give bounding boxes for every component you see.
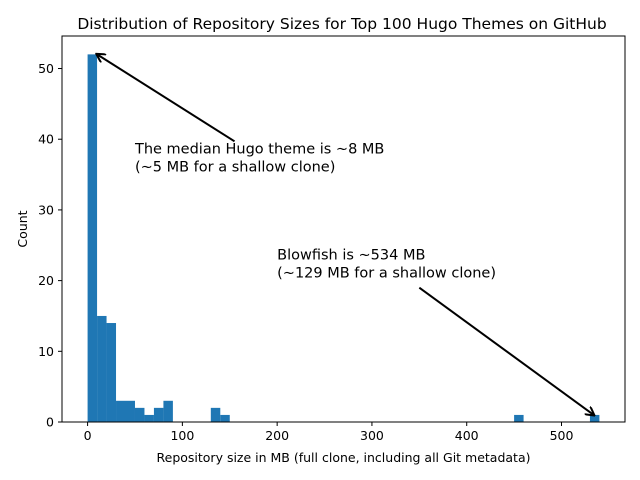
y-axis-ticks: 0 10 20 30 40 50 xyxy=(38,61,62,430)
annotation-text: (~129 MB for a shallow clone) xyxy=(277,265,496,281)
annotation-arrow xyxy=(418,286,593,415)
annotations-group: The median Hugo theme is ~8 MB (~5 MB for… xyxy=(97,54,594,415)
x-tick-label: 400 xyxy=(455,428,479,443)
annotation-arrow xyxy=(97,54,236,143)
histogram-bar xyxy=(210,407,221,422)
x-tick-label: 0 xyxy=(84,428,92,443)
x-axis-ticks: 0 100 200 300 400 500 xyxy=(84,422,574,443)
y-tick-label: 50 xyxy=(38,61,54,76)
histogram-bar xyxy=(589,414,600,422)
histogram-bar xyxy=(144,414,154,422)
y-tick-label: 20 xyxy=(38,273,54,288)
annotation-text: (~5 MB for a shallow clone) xyxy=(135,159,335,175)
histogram-bar xyxy=(163,400,173,422)
histogram-bar xyxy=(97,315,107,422)
histogram-bar xyxy=(125,400,135,422)
y-tick-label: 10 xyxy=(38,344,54,359)
y-axis-label: Count xyxy=(15,210,30,247)
chart-title: Distribution of Repository Sizes for Top… xyxy=(77,15,606,33)
x-tick-label: 500 xyxy=(550,428,574,443)
histogram-bar xyxy=(116,400,126,422)
x-axis-label: Repository size in MB (full clone, inclu… xyxy=(157,450,531,465)
annotation-text: Blowfish is ~534 MB xyxy=(277,247,425,263)
y-tick-label: 40 xyxy=(38,132,54,147)
histogram-bar xyxy=(134,407,145,422)
x-tick-label: 100 xyxy=(170,428,194,443)
annotation-text: The median Hugo theme is ~8 MB xyxy=(134,141,384,157)
y-tick-label: 0 xyxy=(46,415,54,430)
y-tick-label: 30 xyxy=(38,202,54,217)
histogram-bar xyxy=(514,414,524,422)
x-tick-label: 200 xyxy=(265,428,289,443)
histogram-bar xyxy=(153,407,164,422)
plot-area-frame xyxy=(61,35,626,423)
bars-group xyxy=(87,54,600,422)
x-tick-label: 300 xyxy=(360,428,384,443)
histogram-bar xyxy=(220,414,230,422)
histogram-bar xyxy=(87,54,98,422)
histogram-bar xyxy=(106,323,117,422)
